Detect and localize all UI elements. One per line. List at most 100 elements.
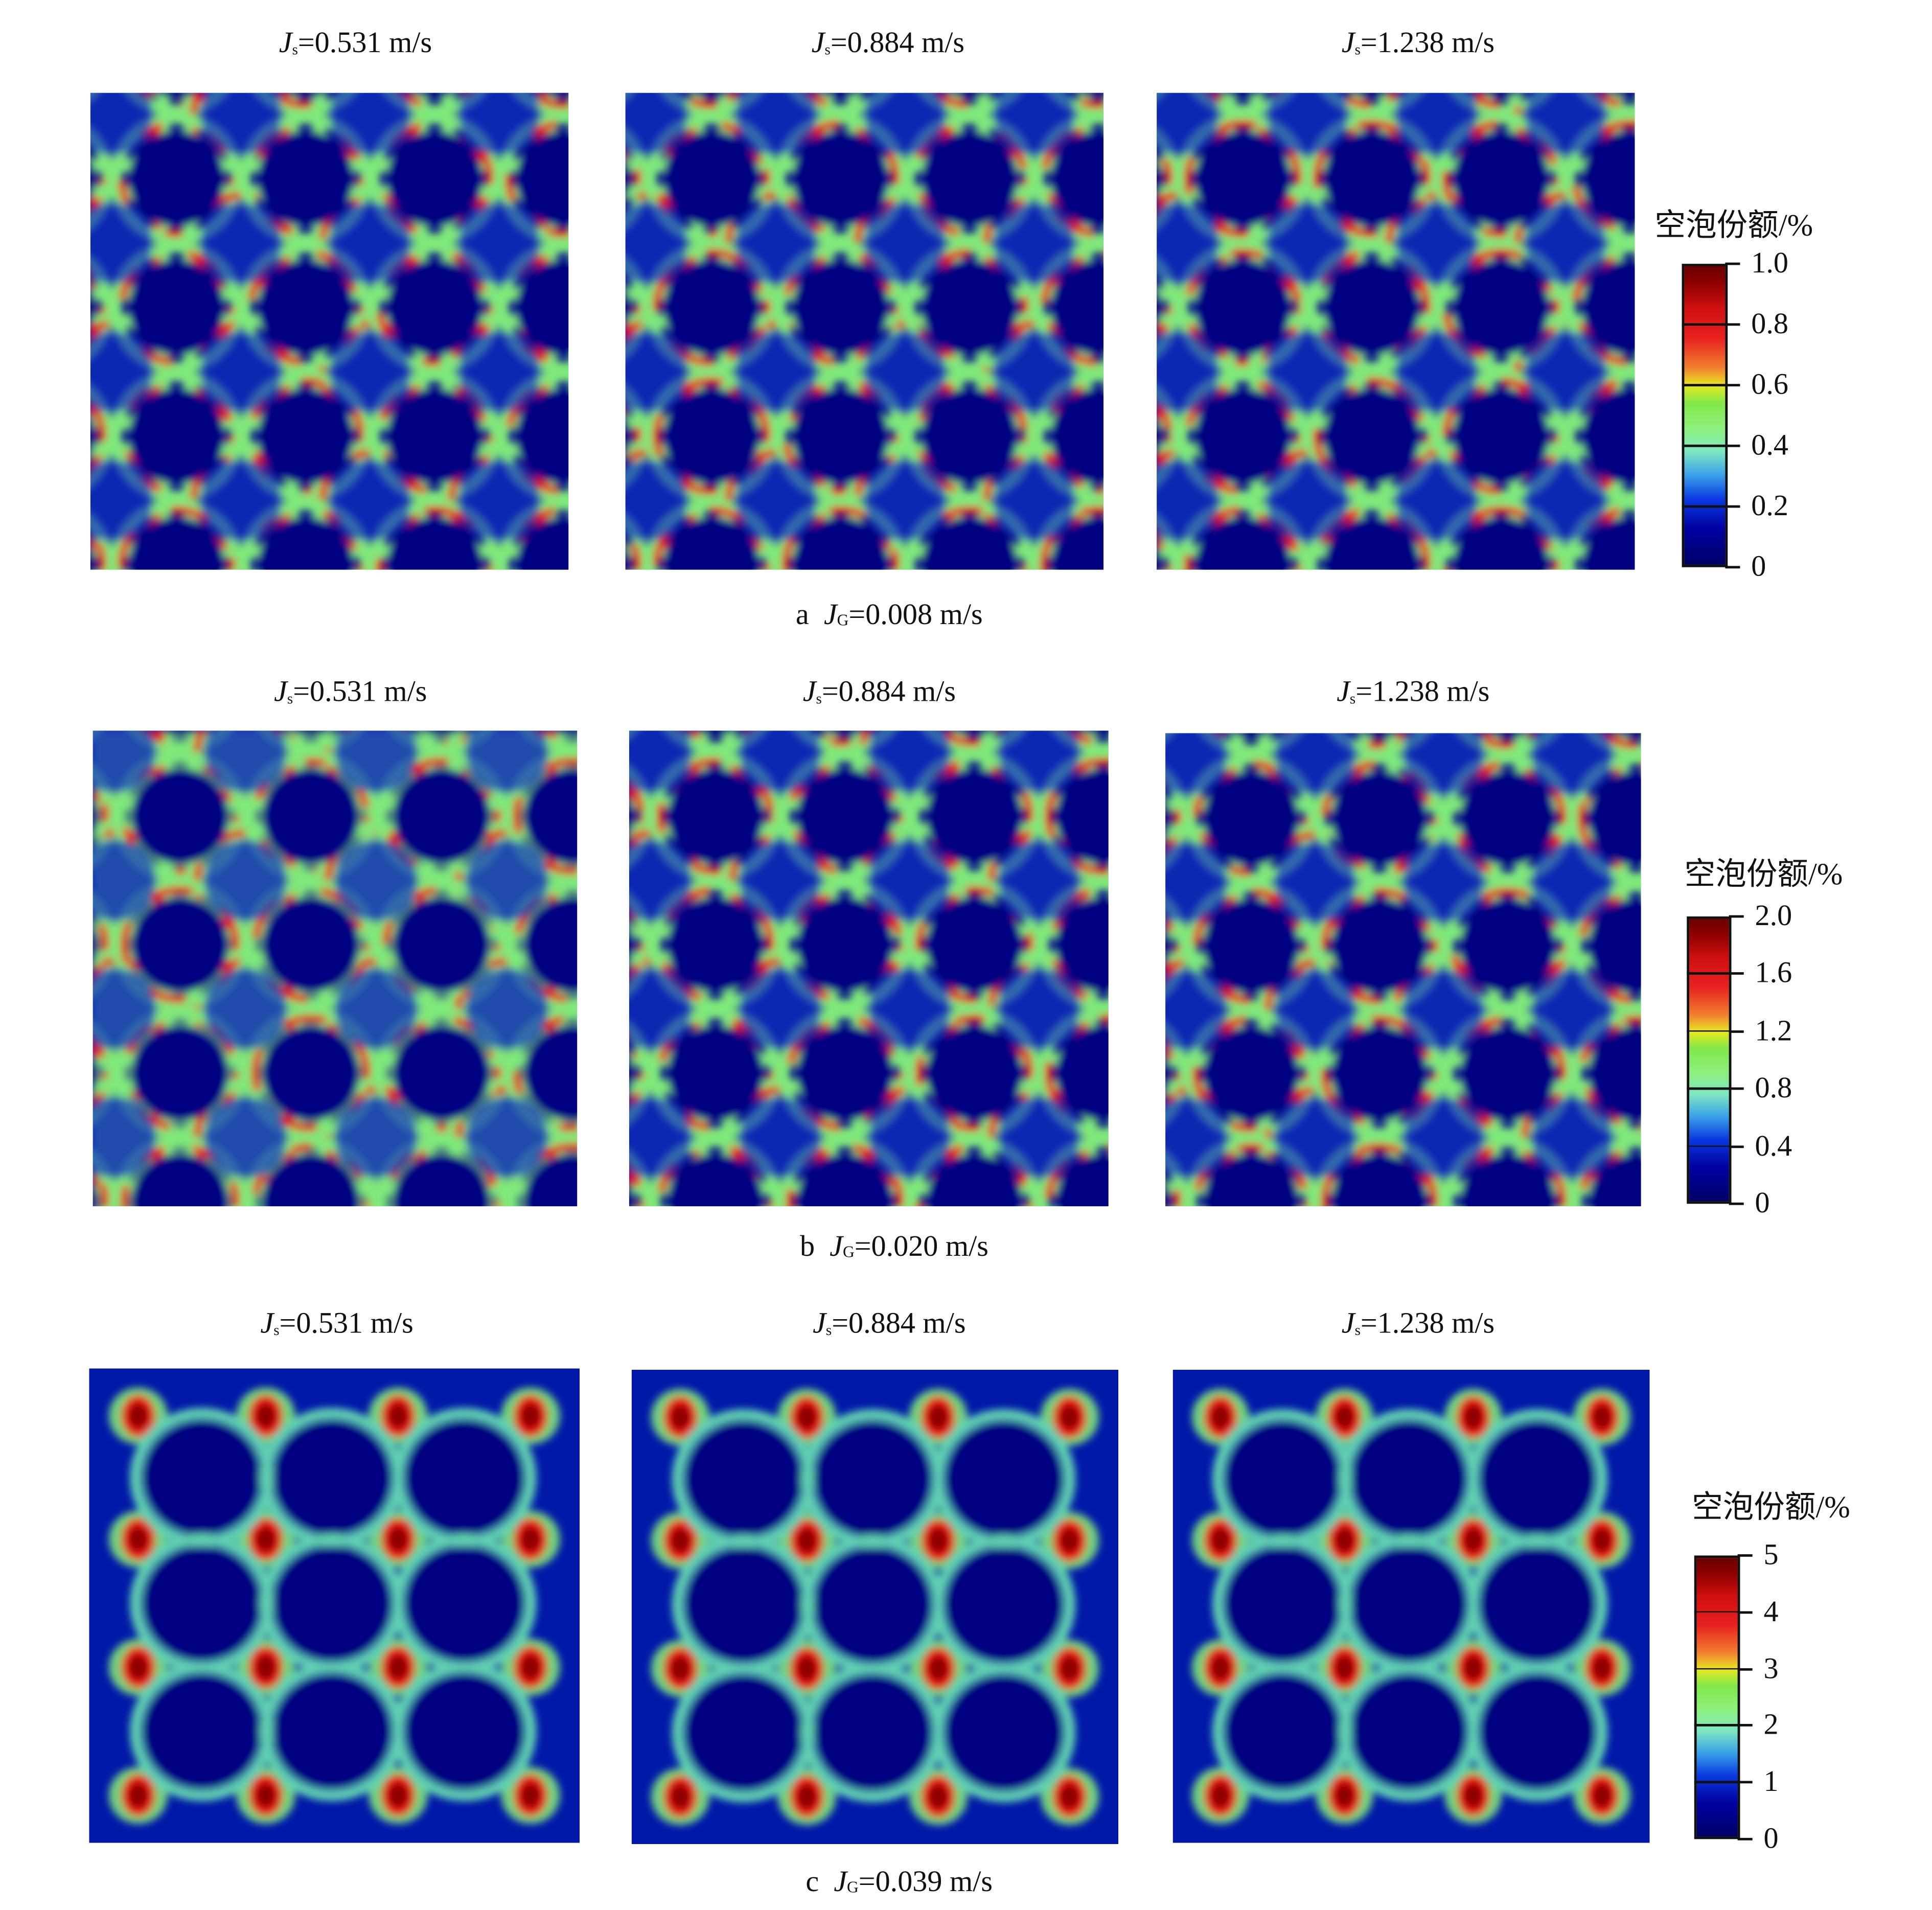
void-ring-peak [781,377,900,495]
hole-core [1525,93,1606,155]
hole-core [625,202,688,284]
hole-core [1453,388,1549,484]
hole-core [735,202,817,284]
void-ring-outer [1578,93,1635,117]
hole-ring [392,1662,537,1801]
void-ring-outer [903,369,1037,503]
group-caption: b JG=0.020 m/s [800,1231,988,1264]
hole-core [629,795,634,837]
node-core [520,1783,541,1808]
void-ring-outer [1313,880,1446,1012]
variable-subscript: s [1354,1321,1361,1339]
colorbar-tick-label: 0.4 [1755,1130,1792,1163]
colorbar-tick [1725,262,1740,265]
void-ring-outer [629,1150,653,1207]
variable-symbol: J [260,1307,274,1340]
hole-core [258,517,354,570]
hole-core [393,1025,490,1121]
hole-core [1453,517,1549,570]
void-ring-outer [93,893,118,996]
void-ring-outer [645,498,778,570]
panel-title: Js=0.884 m/s [803,676,956,709]
void-ring-peak [625,139,641,219]
node-core [1211,1655,1230,1681]
node-core [1211,1405,1230,1430]
node-core [1592,1783,1612,1808]
void-fraction-contour [631,1369,1119,1844]
node-core [670,1528,691,1553]
panel-title: Js=0.884 m/s [812,27,964,60]
void-ring-outer [1305,240,1439,375]
heatmap-panel [1157,93,1635,570]
void-fraction-contour [1157,93,1635,570]
void-fraction-contour [1165,733,1641,1207]
hole-core [262,897,359,993]
void-ring-peak [1449,760,1567,877]
void-ring-peak [1165,1162,1181,1207]
node-core [1060,1405,1079,1430]
void-ring-peak [652,120,771,238]
hole-core [458,93,540,155]
void-ring-outer [1585,733,1641,757]
void-ring-outer [1037,1006,1109,1140]
hole-core [1275,842,1356,923]
hole-core [405,1420,523,1535]
void-ring-outer [1052,730,1109,755]
hole-core [1395,93,1477,155]
variable-subscript: s [824,40,831,58]
colorbar-tick [1737,1610,1753,1614]
node-core [388,1403,408,1429]
void-ring-outer [1563,112,1635,246]
hole-core [335,1097,418,1178]
void-fraction-contour [625,93,1103,570]
hole-core [1589,771,1641,866]
hole-core [128,517,224,570]
hole-core [663,131,760,226]
hole-core [466,730,548,793]
hole-core [200,331,282,412]
void-ring-outer [793,730,896,755]
void-ring-outer [254,93,357,117]
void-ring-outer [625,256,650,359]
void-ring-outer [1570,880,1641,1012]
caption-variable: J [834,1866,847,1899]
void-ring-peak [118,120,236,238]
hole-core [1051,517,1103,570]
hole-core [543,93,569,98]
hole-core [1165,925,1170,967]
hole-core [90,286,96,329]
hole-core [1609,93,1635,98]
hole-core [868,840,951,921]
node-core [128,1655,148,1680]
hole-core [262,1154,359,1207]
hole-core [998,968,1080,1050]
hole-core [204,1097,287,1178]
void-ring-peak [246,120,364,238]
panel-title: Js=1.238 m/s [1342,1308,1494,1341]
hole-core [1525,460,1606,541]
hole-core [1157,93,1219,155]
void-ring-outer [1305,498,1439,570]
variable-value: =1.238 m/s [1360,27,1495,60]
node-core [128,1403,148,1429]
void-ring-peak [625,396,641,476]
caption-value: =0.039 m/s [858,1866,993,1899]
colorbar-tick-label: 5 [1763,1539,1779,1572]
colorbar-tick [1729,973,1744,975]
void-ring-outer [238,369,373,503]
hole-core [1589,1026,1641,1121]
void-ring-outer [367,112,502,246]
void-ring-outer [903,112,1037,246]
panel-title: Js=1.238 m/s [1342,27,1494,60]
void-ring-peak [1321,760,1438,877]
void-ring-outer [520,730,578,755]
void-ring-outer [1157,127,1181,230]
colorbar-gridline [1682,444,1728,447]
hole-core [739,968,821,1050]
colorbar-gridline [1687,973,1732,975]
variable-value: =0.884 m/s [832,1307,966,1340]
hole-core [1582,260,1635,355]
hole-core [1157,460,1219,541]
void-ring-outer [907,878,1042,1011]
